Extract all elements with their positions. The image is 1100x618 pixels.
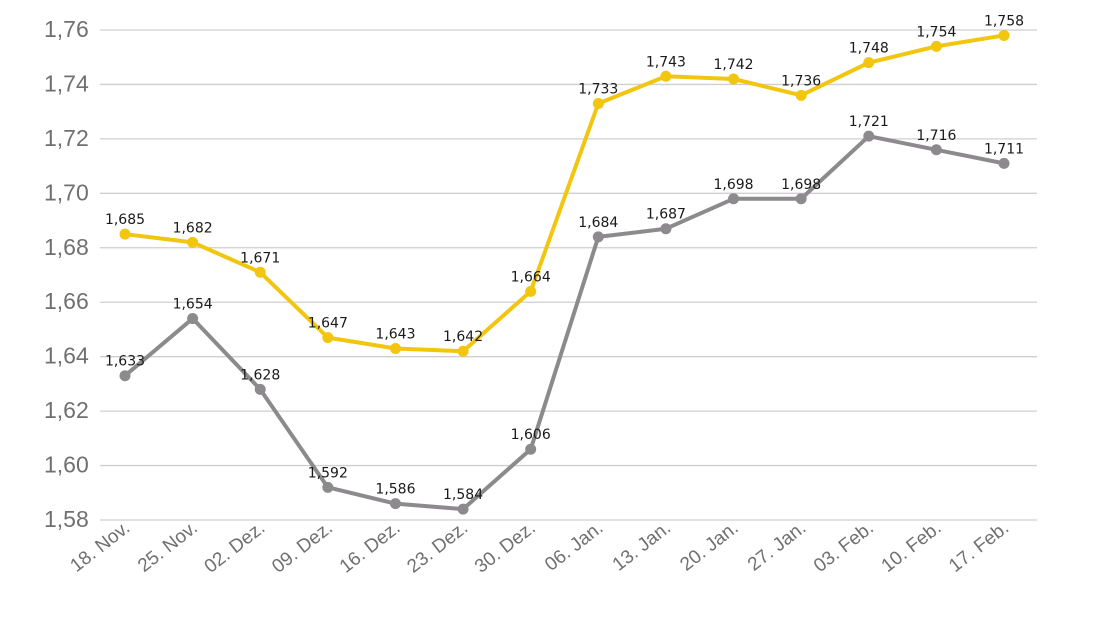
data-point — [254, 266, 266, 278]
data-label: 1,754 — [916, 24, 956, 40]
x-tick-label: 09. Dez. — [268, 517, 337, 577]
y-tick-label: 1,62 — [44, 397, 89, 423]
data-point — [930, 40, 942, 52]
y-tick-label: 1,68 — [44, 234, 89, 260]
y-tick-label: 1,60 — [44, 452, 89, 478]
data-point — [592, 98, 604, 109]
data-point — [525, 443, 537, 455]
data-point — [728, 73, 740, 85]
data-label: 1,643 — [375, 327, 415, 343]
x-axis-ticks: 18. Nov. 25. Nov.02. Dez.09. Dez.16. Dez.… — [66, 517, 1013, 577]
data-point — [119, 228, 131, 240]
data-point — [795, 89, 807, 101]
data-point — [660, 223, 672, 235]
x-tick-label: 03. Feb. — [810, 517, 878, 576]
data-label: 1,758 — [984, 13, 1024, 29]
data-label: 1,733 — [578, 82, 618, 98]
data-label: 1,698 — [781, 177, 821, 193]
data-label: 1,633 — [105, 354, 145, 370]
y-tick-label: 1,58 — [44, 506, 89, 532]
data-point — [389, 343, 401, 354]
data-label: 1,654 — [173, 297, 213, 313]
x-tick-label: 20. Jan. — [676, 517, 742, 575]
y-tick-label: 1,76 — [44, 16, 89, 42]
data-point — [254, 383, 266, 395]
data-label: 1,685 — [105, 212, 145, 228]
data-label: 1,642 — [443, 329, 483, 345]
x-tick-label: 02. Dez. — [201, 517, 270, 577]
x-tick-label: 16. Dez. — [336, 517, 405, 577]
data-point — [457, 503, 469, 515]
data-point — [998, 157, 1010, 169]
data-point — [863, 130, 875, 142]
data-label: 1,748 — [849, 41, 889, 57]
data-point — [795, 193, 807, 205]
data-label: 1,711 — [984, 141, 1024, 157]
data-point — [119, 370, 131, 382]
data-point — [998, 29, 1010, 41]
data-point — [187, 236, 199, 248]
data-point — [187, 313, 199, 325]
data-label: 1,606 — [511, 427, 551, 443]
data-label: 1,671 — [240, 250, 280, 266]
gridlines — [100, 29, 1037, 521]
y-tick-label: 1,64 — [44, 343, 89, 369]
data-label: 1,592 — [308, 465, 348, 481]
data-label: 1,716 — [916, 128, 956, 144]
data-point — [728, 193, 740, 205]
data-label: 1,742 — [713, 57, 753, 73]
data-point — [525, 285, 537, 297]
data-label: 1,736 — [781, 73, 821, 89]
data-label: 1,682 — [173, 220, 213, 236]
data-point — [930, 144, 942, 156]
data-point — [863, 57, 875, 69]
x-tick-label: 23. Dez. — [403, 517, 472, 577]
x-tick-label: 17. Feb. — [945, 517, 1013, 576]
series — [119, 29, 1010, 515]
data-label: 1,684 — [578, 215, 618, 231]
y-tick-label: 1,74 — [44, 70, 89, 96]
series-line-1 — [123, 33, 1006, 354]
y-tick-label: 1,72 — [44, 125, 89, 151]
data-point — [660, 70, 672, 82]
series-line-2 — [123, 134, 1006, 512]
x-tick-label: 25. Nov. — [134, 517, 202, 576]
data-label: 1,721 — [849, 114, 889, 130]
data-label: 1,628 — [240, 367, 280, 383]
data-label: 1,698 — [713, 177, 753, 193]
y-tick-label: 1,70 — [44, 179, 89, 205]
x-tick-label: 27. Jan. — [744, 517, 810, 575]
data-label: 1,584 — [443, 487, 483, 503]
x-tick-label: 06. Jan. — [541, 517, 607, 575]
data-label: 1,687 — [646, 207, 686, 223]
data-point — [322, 481, 334, 493]
data-point — [322, 332, 334, 344]
data-label: 1,647 — [308, 316, 348, 332]
y-axis-ticks: 1,58 1,60 1,62 1,64 1,66 1,68 1,70 1,72 1,74 1,76 — [44, 16, 89, 532]
data-label: 1,743 — [646, 54, 686, 70]
data-labels: 1,685 1,682 1,671 1,647 1,643 1,642 1,664 1,733… — [105, 13, 1024, 503]
x-tick-label: 13. Jan. — [609, 517, 675, 575]
data-label: 1,586 — [375, 482, 415, 498]
data-point — [389, 498, 401, 510]
data-point — [592, 231, 604, 243]
x-tick-label: 10. Feb. — [878, 517, 946, 576]
data-point — [457, 345, 469, 357]
x-tick-label: 30. Dez. — [471, 517, 540, 577]
data-label: 1,664 — [511, 269, 551, 285]
y-tick-label: 1,66 — [44, 288, 89, 314]
